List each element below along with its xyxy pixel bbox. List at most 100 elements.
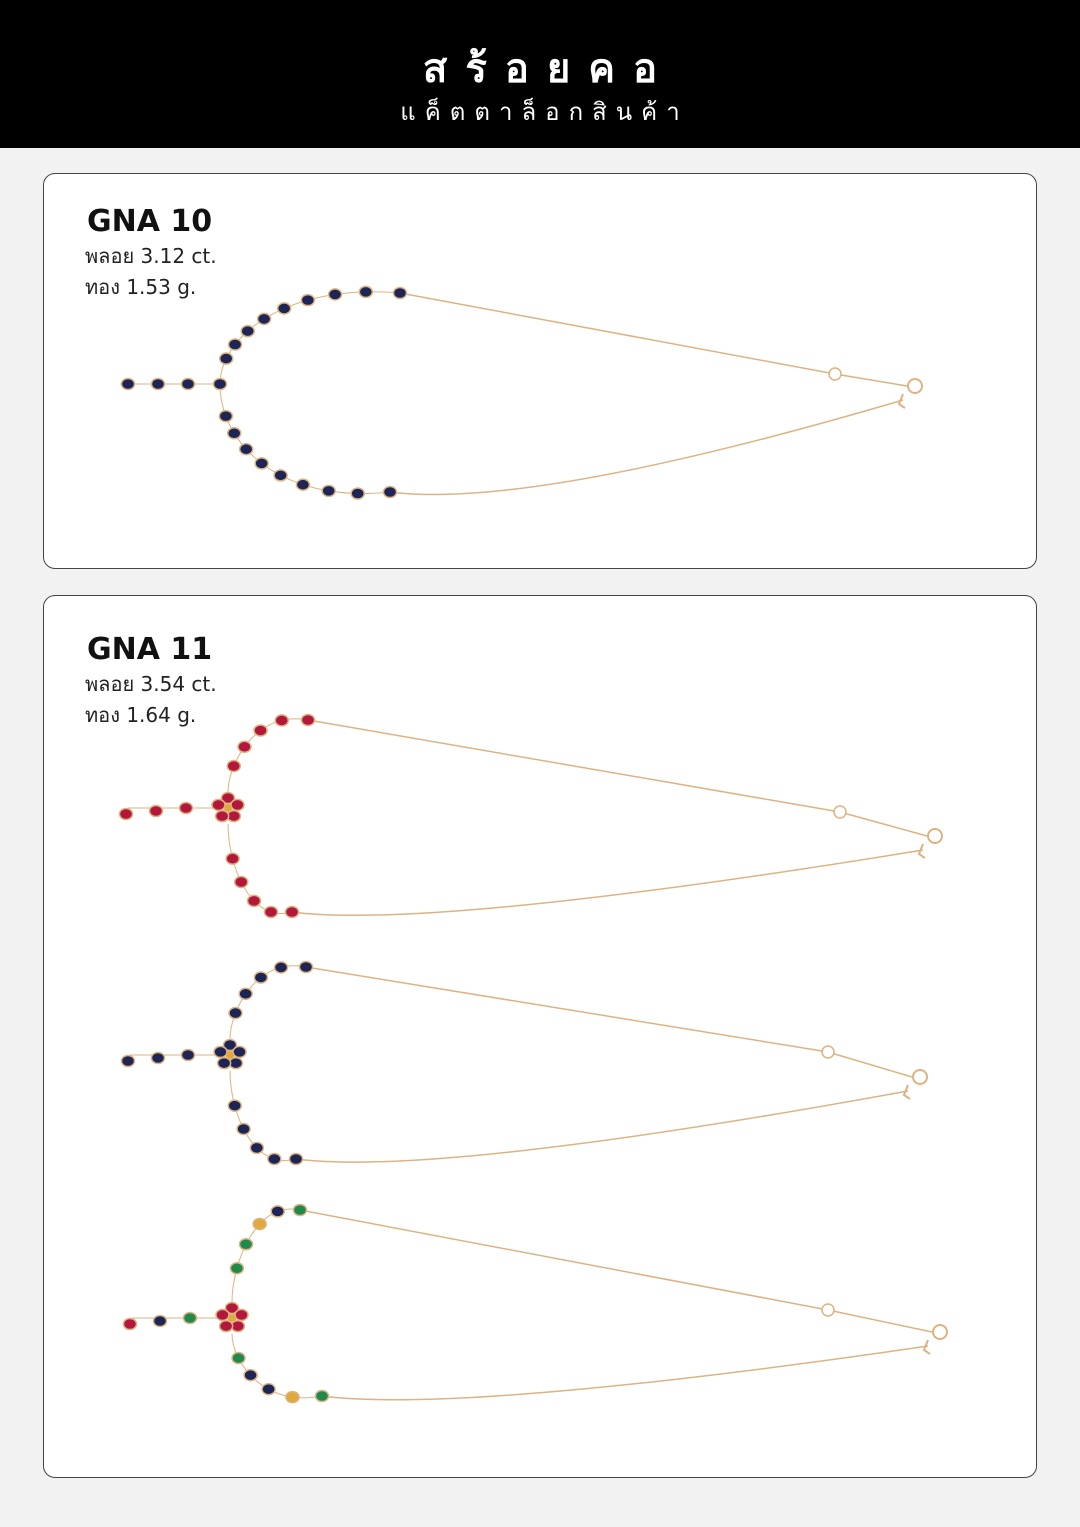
gem bbox=[218, 1319, 234, 1333]
gem bbox=[122, 1317, 138, 1331]
gem bbox=[298, 960, 314, 974]
gem bbox=[270, 1205, 285, 1218]
gem bbox=[295, 478, 311, 491]
chain bbox=[389, 399, 904, 496]
ring bbox=[833, 805, 847, 819]
gem bbox=[213, 1045, 228, 1059]
chain bbox=[231, 1333, 323, 1399]
gem bbox=[120, 1054, 136, 1068]
chain bbox=[219, 383, 391, 494]
header-subtitle: แค็ตตาล็อกสินค้า bbox=[400, 98, 689, 126]
gem bbox=[285, 1390, 300, 1404]
header: สร้อยคอ แค็ตตาล็อกสินค้า bbox=[0, 0, 1080, 148]
clasp bbox=[932, 1324, 948, 1340]
clasp-hook bbox=[917, 843, 926, 859]
gem bbox=[180, 377, 196, 391]
gem bbox=[273, 469, 288, 482]
gem bbox=[233, 875, 249, 889]
gem bbox=[274, 714, 290, 727]
clasp bbox=[912, 1069, 928, 1085]
chain bbox=[295, 1090, 909, 1163]
ring bbox=[821, 1045, 835, 1059]
gem bbox=[227, 338, 243, 351]
gem bbox=[358, 285, 374, 299]
gem bbox=[152, 1314, 168, 1328]
product-code: GNA 10 bbox=[87, 204, 213, 239]
ring bbox=[821, 1303, 835, 1317]
gem bbox=[238, 1237, 254, 1251]
chain bbox=[229, 1070, 297, 1162]
gem bbox=[226, 759, 242, 773]
clasp-hook bbox=[922, 1339, 931, 1355]
chain bbox=[305, 966, 913, 1078]
chain bbox=[231, 1208, 301, 1303]
chain bbox=[307, 719, 928, 837]
chain bbox=[299, 1209, 933, 1333]
gem-weight: พลอย 3.54 ct. bbox=[85, 672, 217, 696]
clasp-hook bbox=[897, 393, 906, 409]
flower-center bbox=[227, 1313, 237, 1323]
product-card: GNA 11 พลอย 3.54 ct. ทอง 1.64 g. bbox=[43, 595, 1037, 1478]
gem bbox=[254, 457, 269, 470]
gem bbox=[382, 485, 398, 499]
gem bbox=[249, 1141, 265, 1155]
gem bbox=[238, 987, 253, 1001]
gem bbox=[300, 293, 316, 307]
gem bbox=[231, 1351, 246, 1365]
gem bbox=[284, 905, 300, 919]
gem bbox=[118, 807, 134, 821]
gem bbox=[288, 1152, 304, 1166]
gem bbox=[182, 1311, 198, 1325]
gem bbox=[240, 324, 255, 338]
gem bbox=[229, 1262, 245, 1275]
gem bbox=[237, 740, 252, 754]
flower-center bbox=[225, 1050, 235, 1060]
product-code: GNA 11 bbox=[87, 632, 213, 667]
gem bbox=[225, 852, 240, 865]
gem bbox=[392, 286, 408, 300]
gem bbox=[261, 1382, 276, 1396]
clasp bbox=[907, 378, 923, 394]
chain bbox=[227, 718, 309, 793]
gem bbox=[252, 1217, 267, 1231]
clasp-hook bbox=[902, 1084, 911, 1100]
gem bbox=[178, 801, 194, 815]
gem bbox=[234, 1308, 249, 1322]
clasp bbox=[927, 828, 943, 844]
gem bbox=[214, 809, 230, 823]
header-title: สร้อยคอ bbox=[422, 46, 676, 92]
gem bbox=[246, 894, 262, 908]
gem bbox=[253, 724, 268, 737]
gem bbox=[236, 1122, 251, 1136]
gem bbox=[238, 442, 254, 456]
gem bbox=[215, 1308, 230, 1322]
gem bbox=[273, 961, 289, 974]
flower-center bbox=[223, 803, 233, 813]
gold-weight: ทอง 1.53 g. bbox=[85, 275, 197, 299]
gem bbox=[227, 1099, 243, 1112]
gem bbox=[321, 484, 336, 498]
gem bbox=[292, 1203, 308, 1217]
gem bbox=[267, 1152, 282, 1166]
gem bbox=[148, 804, 164, 818]
gem bbox=[327, 288, 343, 301]
gem bbox=[276, 302, 292, 315]
gem bbox=[228, 1006, 243, 1020]
gem bbox=[300, 713, 316, 727]
gem bbox=[243, 1368, 258, 1382]
gold-weight: ทอง 1.64 g. bbox=[85, 703, 197, 727]
gem bbox=[150, 1051, 166, 1065]
gem bbox=[263, 905, 279, 919]
gem bbox=[226, 427, 242, 440]
gem bbox=[120, 377, 136, 391]
gem bbox=[216, 1056, 232, 1070]
gem bbox=[350, 487, 365, 500]
gem bbox=[218, 409, 234, 423]
gem bbox=[218, 352, 234, 365]
ring bbox=[828, 367, 842, 381]
gem bbox=[211, 798, 226, 812]
product-card: GNA 10 พลอย 3.12 ct. ทอง 1.53 g. bbox=[43, 173, 1037, 569]
gem bbox=[253, 971, 269, 984]
gem bbox=[256, 312, 272, 326]
